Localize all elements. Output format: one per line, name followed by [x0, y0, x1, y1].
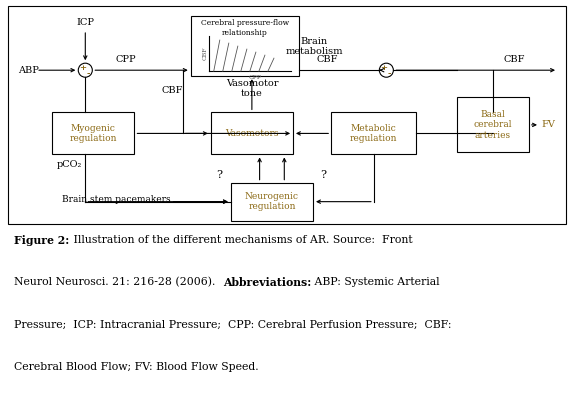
Text: CBF: CBF	[202, 47, 207, 60]
Text: Abbreviations:: Abbreviations:	[223, 277, 311, 289]
Text: CBF: CBF	[504, 55, 525, 64]
Text: ?: ?	[216, 170, 222, 180]
Text: pCO₂: pCO₂	[57, 160, 82, 169]
Bar	[456, 97, 529, 152]
Text: Pressure;  ICP: Intracranial Pressure;  CPP: Cerebral Perfusion Pressure;  CBF:: Pressure; ICP: Intracranial Pressure; CP…	[14, 320, 452, 330]
Text: CBF: CBF	[316, 55, 337, 64]
Text: Vasomotors: Vasomotors	[225, 129, 279, 138]
Text: Vasomotor
tone: Vasomotor tone	[225, 79, 278, 98]
Text: -: -	[86, 69, 90, 77]
Bar	[52, 112, 134, 154]
Text: +: +	[80, 64, 86, 72]
Text: Cerebral pressure-flow
relationship: Cerebral pressure-flow relationship	[201, 19, 289, 37]
Text: Brain stem pacemakers: Brain stem pacemakers	[62, 195, 171, 204]
Text: Neurol Neurosci. 21: 216-28 (2006).: Neurol Neurosci. 21: 216-28 (2006).	[14, 277, 223, 288]
Text: Illustration of the different mechanisms of AR. Source:  Front: Illustration of the different mechanisms…	[70, 235, 412, 245]
Bar	[190, 16, 299, 76]
Bar	[231, 183, 313, 221]
Text: Basal
cerebral
arteries: Basal cerebral arteries	[474, 110, 512, 140]
Text: Neurogenic
regulation: Neurogenic regulation	[245, 192, 299, 211]
Text: ABP: ABP	[18, 66, 39, 75]
Text: CBF: CBF	[161, 86, 182, 95]
Text: Brain
metabolism: Brain metabolism	[285, 37, 343, 56]
Text: -: -	[388, 69, 391, 77]
Text: CPP: CPP	[116, 55, 136, 64]
Bar	[331, 112, 416, 154]
Text: FV: FV	[542, 120, 556, 129]
Text: CPP: CPP	[248, 75, 261, 80]
Text: ABP: Systemic Arterial: ABP: Systemic Arterial	[311, 277, 439, 287]
Bar	[210, 112, 293, 154]
Text: Myogenic
regulation: Myogenic regulation	[70, 124, 117, 143]
Text: ?: ?	[320, 170, 326, 180]
Text: Figure 2:: Figure 2:	[14, 235, 70, 246]
Text: +: +	[380, 64, 387, 72]
Text: ICP: ICP	[76, 17, 94, 27]
Text: Metabolic
regulation: Metabolic regulation	[350, 124, 398, 143]
Text: Cerebral Blood Flow; FV: Blood Flow Speed.: Cerebral Blood Flow; FV: Blood Flow Spee…	[14, 362, 259, 372]
